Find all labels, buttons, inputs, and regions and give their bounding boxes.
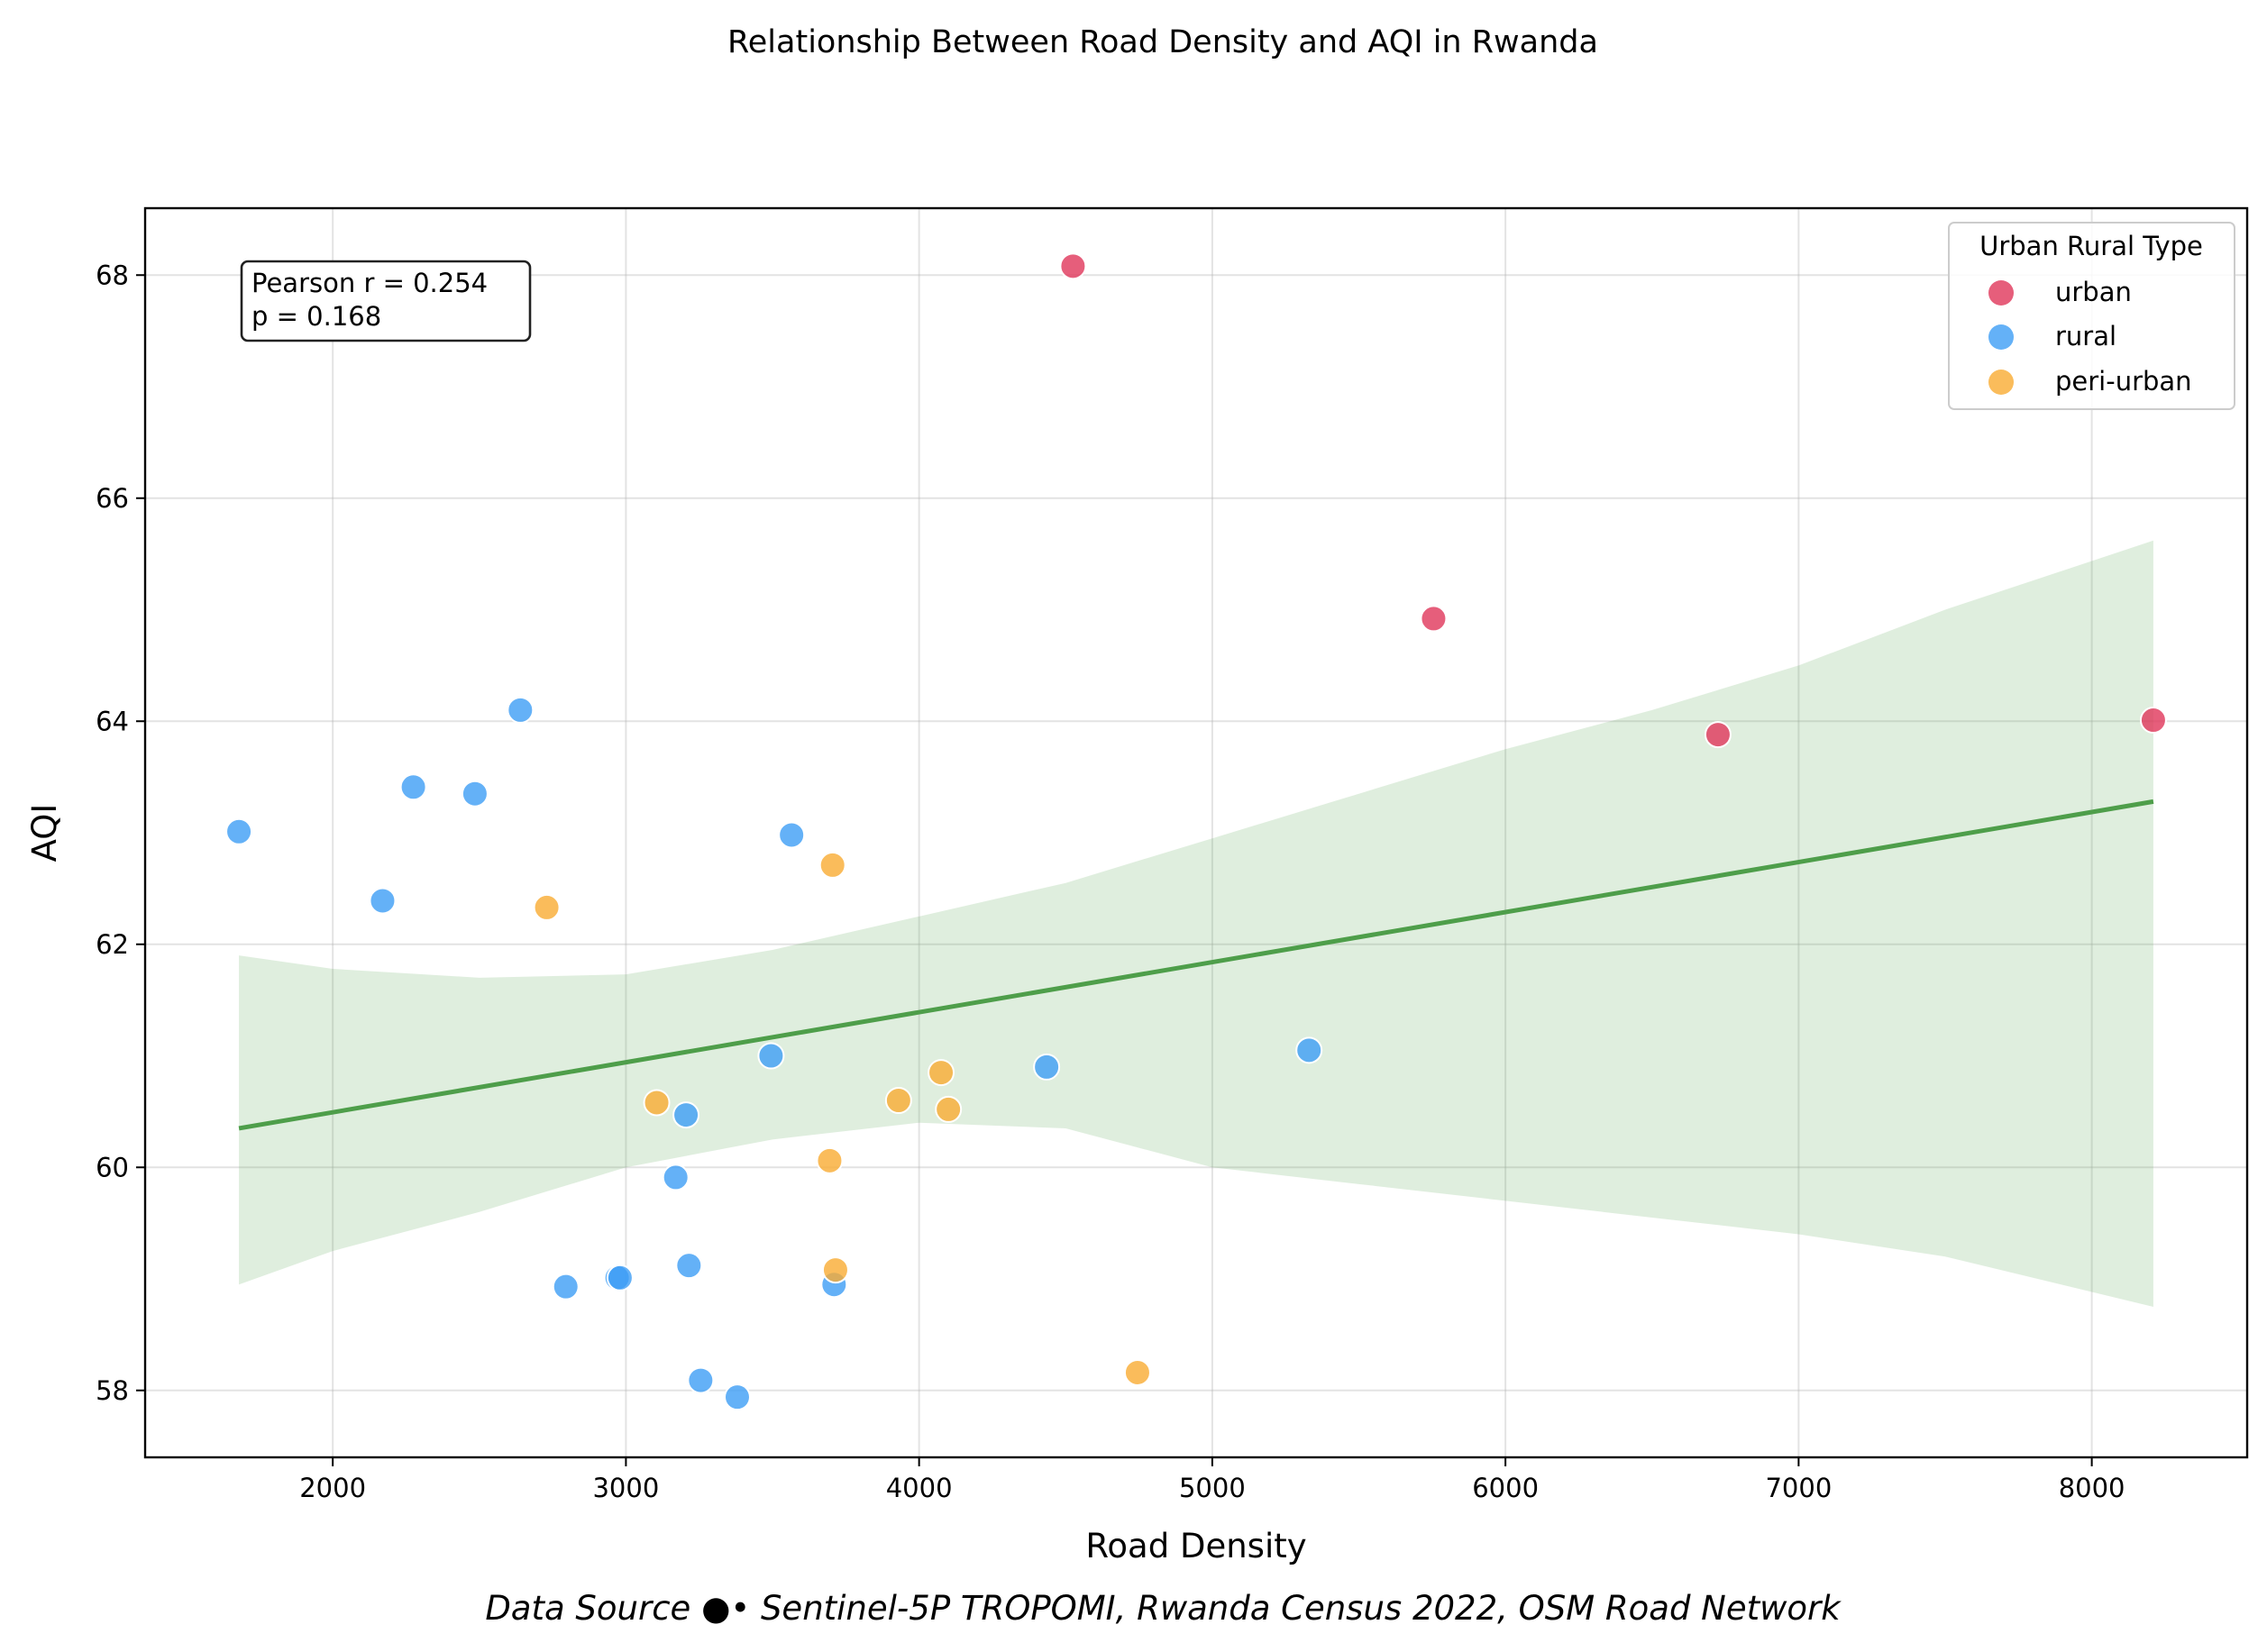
point-rural: [675, 1252, 703, 1280]
legend-marker-peri-urban: [1988, 370, 2014, 395]
legend-marker-rural: [1988, 324, 2014, 350]
legend-marker-urban: [1988, 280, 2014, 306]
x-tick-label: 5000: [1179, 1473, 1246, 1503]
point-peri-urban: [928, 1059, 955, 1087]
point-rural: [606, 1264, 634, 1291]
grid-lines: [145, 208, 2247, 1457]
point-peri-urban: [818, 851, 846, 879]
y-tick-label: 68: [96, 260, 129, 290]
y-axis-ticks: 58 60 62 64 66 68: [96, 260, 145, 1406]
point-peri-urban: [935, 1095, 963, 1123]
data-points: [225, 252, 2167, 1411]
chart-title: Relationship Between Road Density and AQ…: [727, 24, 1598, 60]
point-urban: [1059, 252, 1087, 280]
point-peri-urban: [533, 893, 561, 921]
y-tick-label: 62: [96, 929, 129, 960]
point-urban: [1420, 605, 1448, 633]
x-tick-label: 4000: [886, 1473, 953, 1503]
point-rural: [369, 887, 397, 915]
x-tick-label: 7000: [1765, 1473, 1832, 1503]
legend-box: [1948, 222, 2235, 410]
data-source-footer: Data Source ●• Sentinel-5P TROPOMI, Rwan…: [485, 1589, 1842, 1628]
legend-title: Urban Rural Type: [1979, 231, 2203, 261]
point-peri-urban: [816, 1146, 844, 1174]
stats-box: [240, 260, 532, 342]
point-rural: [757, 1042, 785, 1070]
stats-p-value: p = 0.168: [251, 301, 381, 332]
plot-frame: [143, 206, 2249, 1459]
x-tick-label: 3000: [592, 1473, 659, 1503]
legend-label-peri-urban: peri-urban: [2055, 366, 2192, 397]
point-rural: [778, 821, 806, 849]
y-tick-label: 58: [96, 1375, 129, 1406]
point-urban: [2139, 707, 2167, 735]
point-rural: [723, 1383, 751, 1411]
point-rural: [1033, 1053, 1061, 1081]
point-peri-urban: [884, 1087, 912, 1114]
point-rural: [662, 1164, 690, 1191]
stats-annotation: Pearson r = 0.254 p = 0.168: [240, 260, 532, 342]
x-tick-label: 2000: [299, 1473, 366, 1503]
point-rural: [687, 1366, 715, 1394]
stats-pearson-r: Pearson r = 0.254: [251, 268, 488, 298]
x-axis-label: Road Density: [1085, 1527, 1306, 1565]
point-rural: [507, 696, 535, 724]
x-axis-ticks: 2000 3000 4000 5000 6000 7000 8000: [299, 1457, 2125, 1503]
x-tick-label: 8000: [2059, 1473, 2125, 1503]
point-rural: [552, 1273, 580, 1301]
legend-label-rural: rural: [2055, 321, 2116, 351]
point-rural: [1295, 1036, 1323, 1064]
regression-line: [238, 799, 2154, 1131]
x-tick-label: 6000: [1472, 1473, 1539, 1503]
point-rural: [399, 773, 427, 801]
y-tick-label: 64: [96, 706, 129, 736]
point-rural: [225, 817, 253, 845]
point-peri-urban: [1123, 1358, 1151, 1386]
y-axis-label: AQI: [25, 804, 64, 863]
y-tick-label: 66: [96, 483, 129, 514]
point-rural: [461, 780, 489, 808]
point-urban: [1704, 721, 1732, 749]
point-peri-urban: [821, 1256, 849, 1284]
point-rural: [672, 1101, 700, 1129]
legend: Urban Rural Type urban rural peri-urban: [1948, 222, 2235, 410]
confidence-band: [239, 540, 2153, 1307]
y-tick-label: 60: [96, 1152, 129, 1182]
legend-label-urban: urban: [2055, 277, 2132, 307]
point-peri-urban: [643, 1089, 671, 1117]
